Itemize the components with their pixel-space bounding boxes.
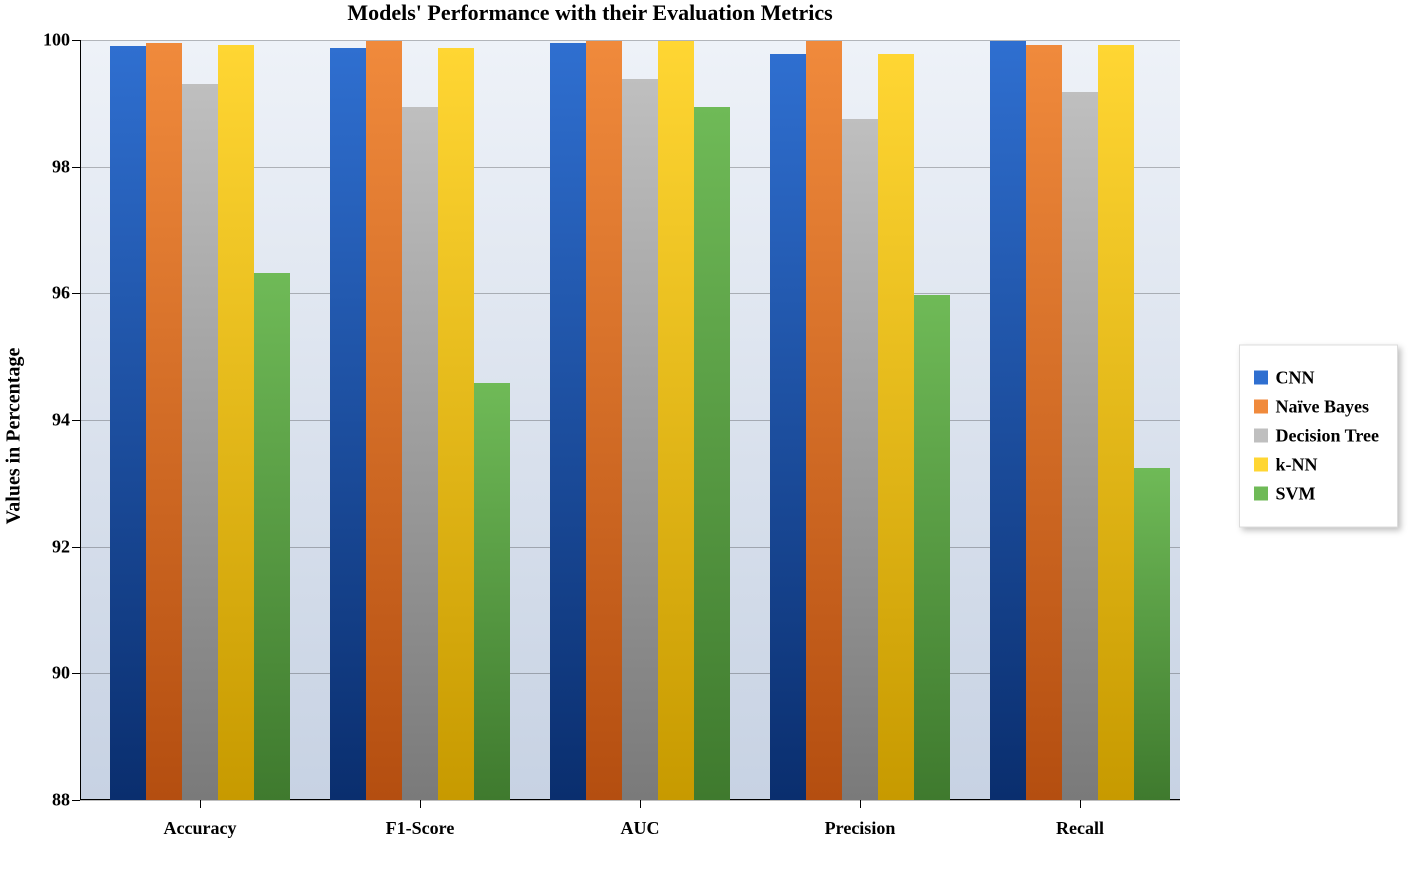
bar	[438, 48, 474, 800]
chart-container: Models' Performance with their Evaluatio…	[0, 0, 1416, 871]
bar	[110, 46, 146, 800]
legend-swatch	[1254, 487, 1268, 501]
bar-group: AUC	[550, 40, 730, 800]
bars-layer: AccuracyF1-ScoreAUCPrecisionRecall	[80, 40, 1180, 800]
bar	[770, 54, 806, 800]
x-axis-label: Accuracy	[164, 818, 237, 839]
legend-item: Decision Tree	[1254, 425, 1379, 446]
bar	[1098, 45, 1134, 800]
bar	[990, 41, 1026, 800]
y-tick-label: 92	[52, 536, 70, 557]
legend-item: CNN	[1254, 367, 1379, 388]
y-tick-mark	[72, 40, 80, 41]
legend-swatch	[1254, 458, 1268, 472]
y-tick-label: 94	[52, 410, 70, 431]
bar-group: F1-Score	[330, 40, 510, 800]
y-tick-label: 98	[52, 156, 70, 177]
legend-label: Decision Tree	[1276, 425, 1379, 446]
gridline	[80, 800, 1180, 801]
legend-item: SVM	[1254, 483, 1379, 504]
bar	[622, 79, 658, 800]
bar	[550, 43, 586, 800]
plot-area: AccuracyF1-ScoreAUCPrecisionRecall 88909…	[80, 40, 1180, 800]
y-axis-title: Values in Percentage	[3, 347, 26, 524]
bar	[914, 295, 950, 800]
bar	[218, 45, 254, 800]
y-tick-mark	[72, 167, 80, 168]
legend-swatch	[1254, 400, 1268, 414]
y-tick-label: 90	[52, 663, 70, 684]
bar	[658, 41, 694, 800]
x-axis-label: F1-Score	[386, 818, 455, 839]
y-tick-label: 100	[43, 30, 70, 51]
bar	[694, 107, 730, 801]
bar	[182, 84, 218, 800]
bar	[842, 119, 878, 800]
y-tick-mark	[72, 547, 80, 548]
bar-group: Accuracy	[110, 40, 290, 800]
bar	[474, 383, 510, 800]
x-axis-label: Recall	[1056, 818, 1104, 839]
x-tick-mark	[200, 800, 201, 808]
y-tick-mark	[72, 293, 80, 294]
x-tick-mark	[640, 800, 641, 808]
chart-title: Models' Performance with their Evaluatio…	[0, 0, 1180, 26]
legend-label: SVM	[1276, 483, 1316, 504]
x-tick-mark	[860, 800, 861, 808]
bar	[146, 43, 182, 800]
legend-swatch	[1254, 371, 1268, 385]
y-tick-label: 96	[52, 283, 70, 304]
legend-item: Naïve Bayes	[1254, 396, 1379, 417]
legend: CNN Naïve Bayes Decision Tree k-NN SVM	[1239, 344, 1398, 527]
y-tick-mark	[72, 800, 80, 801]
bar	[254, 273, 290, 800]
y-tick-mark	[72, 420, 80, 421]
bar-group: Precision	[770, 40, 950, 800]
x-tick-mark	[420, 800, 421, 808]
legend-label: Naïve Bayes	[1276, 396, 1370, 417]
bar-group: Recall	[990, 40, 1170, 800]
bar	[806, 41, 842, 800]
bar	[1062, 92, 1098, 800]
bar	[330, 48, 366, 800]
legend-label: k-NN	[1276, 454, 1318, 475]
y-tick-label: 88	[52, 790, 70, 811]
bar	[878, 54, 914, 800]
bar	[1026, 45, 1062, 800]
x-tick-mark	[1080, 800, 1081, 808]
bar	[402, 107, 438, 801]
bar	[586, 41, 622, 800]
x-axis-label: AUC	[621, 818, 660, 839]
x-axis-label: Precision	[825, 818, 896, 839]
legend-swatch	[1254, 429, 1268, 443]
y-tick-mark	[72, 673, 80, 674]
bar	[1134, 468, 1170, 801]
legend-item: k-NN	[1254, 454, 1379, 475]
bar	[366, 41, 402, 800]
legend-label: CNN	[1276, 367, 1315, 388]
